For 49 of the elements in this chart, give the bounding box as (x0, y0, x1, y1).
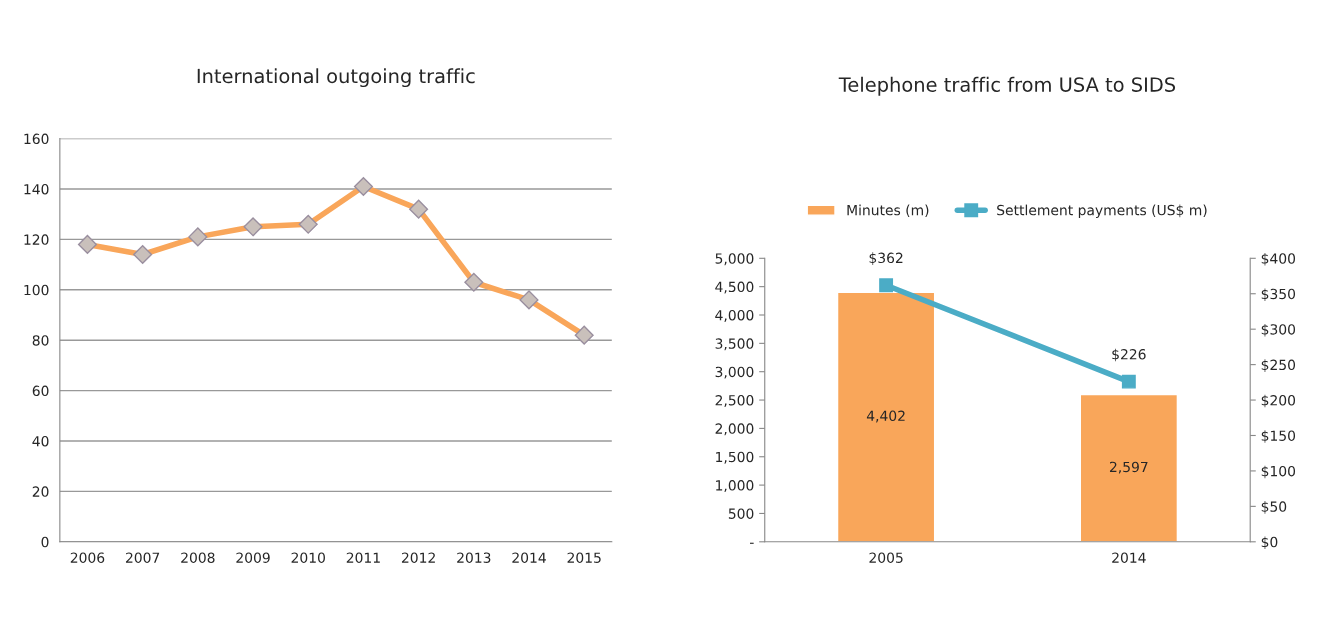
y-tick-label: 5,000 (715, 253, 754, 266)
data-label: 4,402 (866, 410, 905, 423)
y-tick-label: 120 (24, 234, 49, 245)
x-tick-label: 2009 (236, 552, 270, 563)
x-tick-label: 2006 (70, 552, 105, 563)
x-tick-label: 2014 (512, 552, 546, 563)
x-tick-label: 2012 (401, 552, 435, 563)
y-tick-label: 2,000 (715, 423, 754, 436)
y-tick-label: 40 (32, 435, 49, 447)
x-tick-label: 2007 (125, 552, 160, 563)
y-tick-label: 3,500 (715, 338, 754, 351)
y-tick-label: 20 (32, 486, 49, 497)
y-tick-label: 160 (24, 133, 49, 145)
chart-title: International outgoing traffic (197, 68, 475, 88)
y2-tick-label: $350 (1261, 288, 1296, 302)
x-tick-label: 2008 (181, 552, 215, 563)
y-tick-label: 3,000 (715, 366, 754, 379)
y2-tick-label: $100 (1261, 465, 1296, 479)
data-label: 2,597 (1109, 461, 1148, 474)
y-tick-label: 100 (24, 284, 49, 296)
y-tick-label: 500 (728, 508, 754, 519)
y-tick-label: 60 (32, 385, 49, 397)
y-tick-label: 80 (32, 335, 49, 346)
y-tick-label: 2,500 (715, 395, 754, 407)
legend-label: Minutes (m) (847, 204, 929, 217)
x-tick-label: 2005 (869, 552, 903, 563)
y-tick-label: 140 (24, 183, 49, 195)
x-tick-label: 2014 (1112, 552, 1146, 563)
y-tick-label: 1,000 (716, 480, 754, 492)
y2-tick-label: $250 (1261, 359, 1296, 372)
y-tick-label: 4,500 (715, 281, 754, 294)
y-tick-label: - (750, 542, 754, 544)
y2-tick-label: $0 (1261, 536, 1278, 550)
y2-tick-label: $50 (1261, 501, 1287, 514)
x-tick-label: 2011 (346, 552, 380, 563)
y-tick-label: 4,000 (715, 309, 754, 322)
y2-tick-label: $200 (1261, 394, 1296, 408)
x-tick-label: 2010 (291, 552, 325, 563)
data-label: $226 (1112, 348, 1146, 362)
x-tick-label: 2013 (457, 552, 491, 563)
data-label: $362 (869, 252, 903, 265)
y2-tick-label: $400 (1261, 253, 1296, 266)
y2-tick-label: $150 (1261, 430, 1296, 443)
x-tick-label: 2015 (567, 552, 601, 563)
chart-title: Telephone traffic from USA to SIDS (838, 76, 1176, 96)
legend-label: Settlement payments (US$ m) (997, 204, 1207, 219)
y-tick-label: 0 (41, 536, 49, 548)
y2-tick-label: $300 (1261, 323, 1296, 337)
y-tick-label: 1,500 (716, 451, 754, 464)
